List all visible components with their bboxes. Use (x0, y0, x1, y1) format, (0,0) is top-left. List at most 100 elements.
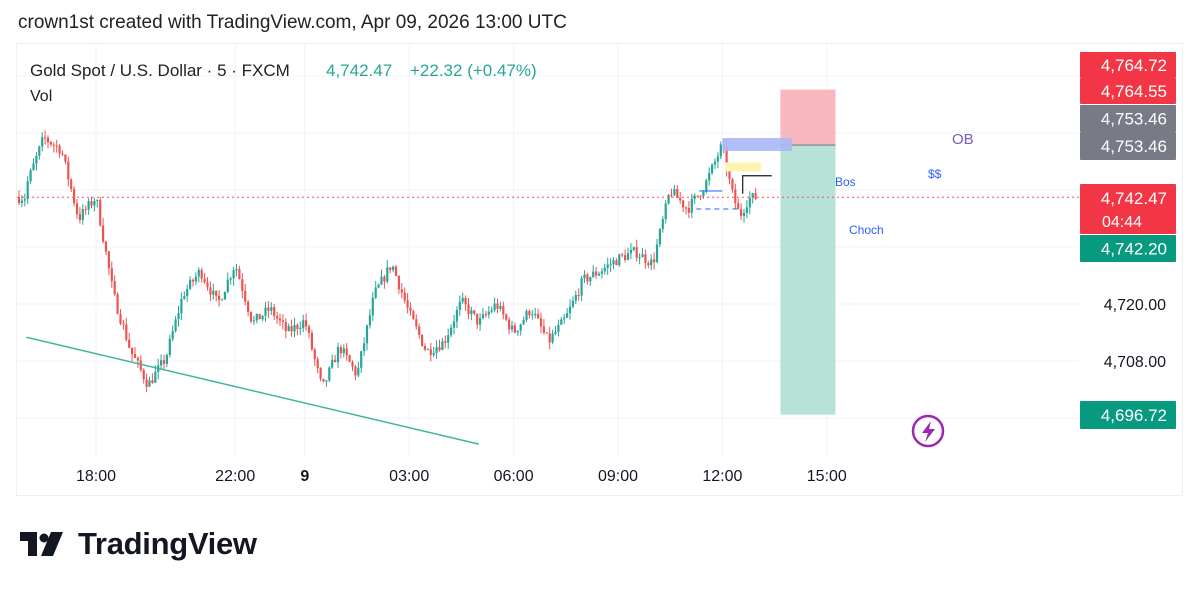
price-chart[interactable]: 18:00 22:00 9 03:00 06:00 09:00 12:00 15:00 4,7… (0, 0, 1199, 500)
candle-body (64, 154, 67, 162)
candle-body (568, 306, 572, 314)
badge-countdown: 04:44 (1102, 214, 1142, 231)
candle-body (160, 360, 163, 366)
badge-stop-high: 4,764.72 (1080, 52, 1176, 78)
candle-body (287, 326, 290, 332)
badge-text: 4,764.72 (1101, 56, 1167, 75)
legend-price: 4,742.47 (326, 61, 392, 80)
candle-body (563, 317, 566, 320)
candle-body (699, 195, 702, 197)
ob-label: OB (952, 131, 974, 148)
candle-body (377, 284, 380, 288)
candle-body (516, 330, 519, 333)
candle-body (104, 241, 108, 252)
candle-body (400, 289, 403, 293)
badge-target: 4,696.72 (1080, 401, 1176, 429)
candle-body (284, 321, 287, 332)
candle-body (577, 294, 580, 296)
candle-body (438, 347, 441, 351)
candle-body (29, 170, 32, 182)
candle-body (754, 193, 757, 200)
candle-body (609, 264, 612, 266)
candle-body (151, 380, 154, 383)
x-tick-label: 9 (300, 468, 309, 485)
candle-body (748, 197, 751, 208)
candle-body (679, 197, 682, 201)
bos-label: Bos (835, 175, 856, 189)
candle-body (78, 214, 81, 220)
candle-body (90, 201, 93, 206)
candle-body (635, 247, 638, 258)
take-profit-zone (780, 145, 836, 415)
candle-body (229, 278, 232, 280)
candle-body (560, 319, 563, 325)
candle-body (41, 137, 44, 147)
candle-body (223, 291, 226, 300)
candle-body (226, 279, 229, 292)
candle-body (215, 290, 218, 296)
candle-body (705, 180, 708, 192)
candle-body (484, 314, 487, 316)
candle-body (93, 201, 96, 206)
candle-body (421, 334, 424, 346)
badge-bg (1080, 78, 1176, 104)
candle-body (238, 268, 241, 280)
candle-body (632, 247, 635, 250)
badge-entry-1: 4,753.46 (1080, 105, 1176, 132)
candle-body (255, 313, 258, 321)
liquidity-line (742, 175, 772, 194)
lightning-icon[interactable] (911, 414, 945, 448)
badge-bg (1080, 184, 1176, 234)
candle-body (360, 351, 363, 368)
candle-body (58, 145, 61, 154)
tradingview-logo-icon (20, 532, 63, 556)
badge-current-price: 4,742.47 04:44 (1080, 184, 1176, 234)
candle-body (571, 300, 574, 307)
position-tool (780, 89, 836, 415)
candle-body (305, 320, 308, 327)
candle-body (302, 320, 305, 329)
candle-body (139, 360, 142, 370)
badge-text: 4,696.72 (1101, 406, 1167, 425)
candle-body (519, 324, 522, 331)
candle-body (406, 300, 409, 308)
candle-body (299, 328, 302, 330)
candle-body (206, 282, 209, 288)
candle-body (55, 145, 58, 147)
candle-body (131, 347, 134, 355)
candle-body (653, 259, 656, 263)
candle-body (513, 325, 516, 333)
candle-body (35, 155, 38, 164)
candle-body (278, 318, 282, 321)
candle-body (725, 146, 728, 170)
candle-body (293, 324, 296, 332)
candle-body (603, 267, 606, 272)
candle-body (728, 169, 731, 180)
candle-body (751, 193, 754, 198)
candle-body (403, 292, 406, 301)
candle-body (148, 380, 151, 387)
candle-body (23, 199, 26, 201)
candle-body (589, 277, 592, 282)
candle-body (566, 313, 569, 318)
candle-body (597, 273, 601, 276)
candle-body (162, 360, 166, 364)
candle-body (418, 326, 421, 335)
candle-body (319, 368, 322, 379)
candles (17, 130, 757, 393)
candle-body (244, 290, 247, 302)
candle-body (113, 281, 116, 295)
candle-body (61, 153, 64, 155)
candle-body (307, 326, 311, 333)
candle-body (212, 290, 215, 295)
candle-body (667, 194, 670, 204)
candle-body (142, 369, 145, 380)
chart-grid (17, 44, 1079, 457)
candle-body (493, 303, 496, 311)
candle-body (539, 318, 543, 327)
candle-body (711, 164, 714, 174)
candle-body (371, 297, 374, 316)
candle-body (435, 347, 438, 353)
candle-body (194, 276, 197, 282)
badge-bg (1080, 52, 1176, 78)
